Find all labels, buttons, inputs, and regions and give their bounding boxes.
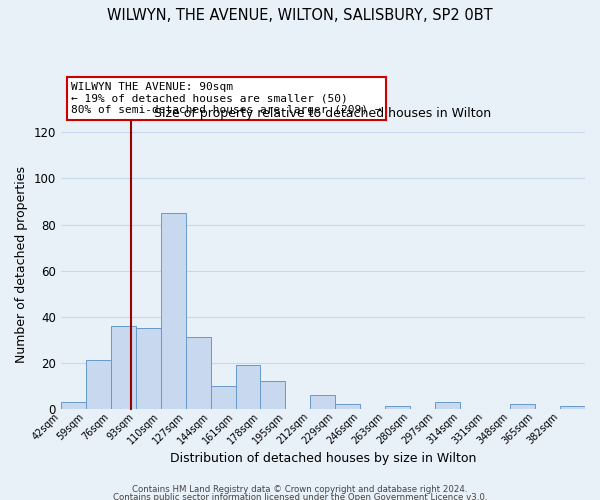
Bar	[111, 326, 136, 409]
Bar	[560, 406, 585, 409]
Bar	[185, 338, 211, 409]
Bar	[310, 395, 335, 409]
X-axis label: Distribution of detached houses by size in Wilton: Distribution of detached houses by size …	[170, 452, 476, 465]
Title: Size of property relative to detached houses in Wilton: Size of property relative to detached ho…	[154, 106, 491, 120]
Bar	[236, 365, 260, 409]
Bar	[510, 404, 535, 409]
Text: Contains public sector information licensed under the Open Government Licence v3: Contains public sector information licen…	[113, 492, 487, 500]
Text: Contains HM Land Registry data © Crown copyright and database right 2024.: Contains HM Land Registry data © Crown c…	[132, 486, 468, 494]
Bar	[136, 328, 161, 409]
Bar	[86, 360, 111, 409]
Text: WILWYN THE AVENUE: 90sqm
← 19% of detached houses are smaller (50)
80% of semi-d: WILWYN THE AVENUE: 90sqm ← 19% of detach…	[71, 82, 382, 115]
Bar	[161, 213, 185, 409]
Bar	[61, 402, 86, 409]
Text: WILWYN, THE AVENUE, WILTON, SALISBURY, SP2 0BT: WILWYN, THE AVENUE, WILTON, SALISBURY, S…	[107, 8, 493, 22]
Bar	[335, 404, 361, 409]
Y-axis label: Number of detached properties: Number of detached properties	[15, 166, 28, 364]
Bar	[435, 402, 460, 409]
Bar	[211, 386, 236, 409]
Bar	[260, 381, 286, 409]
Bar	[385, 406, 410, 409]
